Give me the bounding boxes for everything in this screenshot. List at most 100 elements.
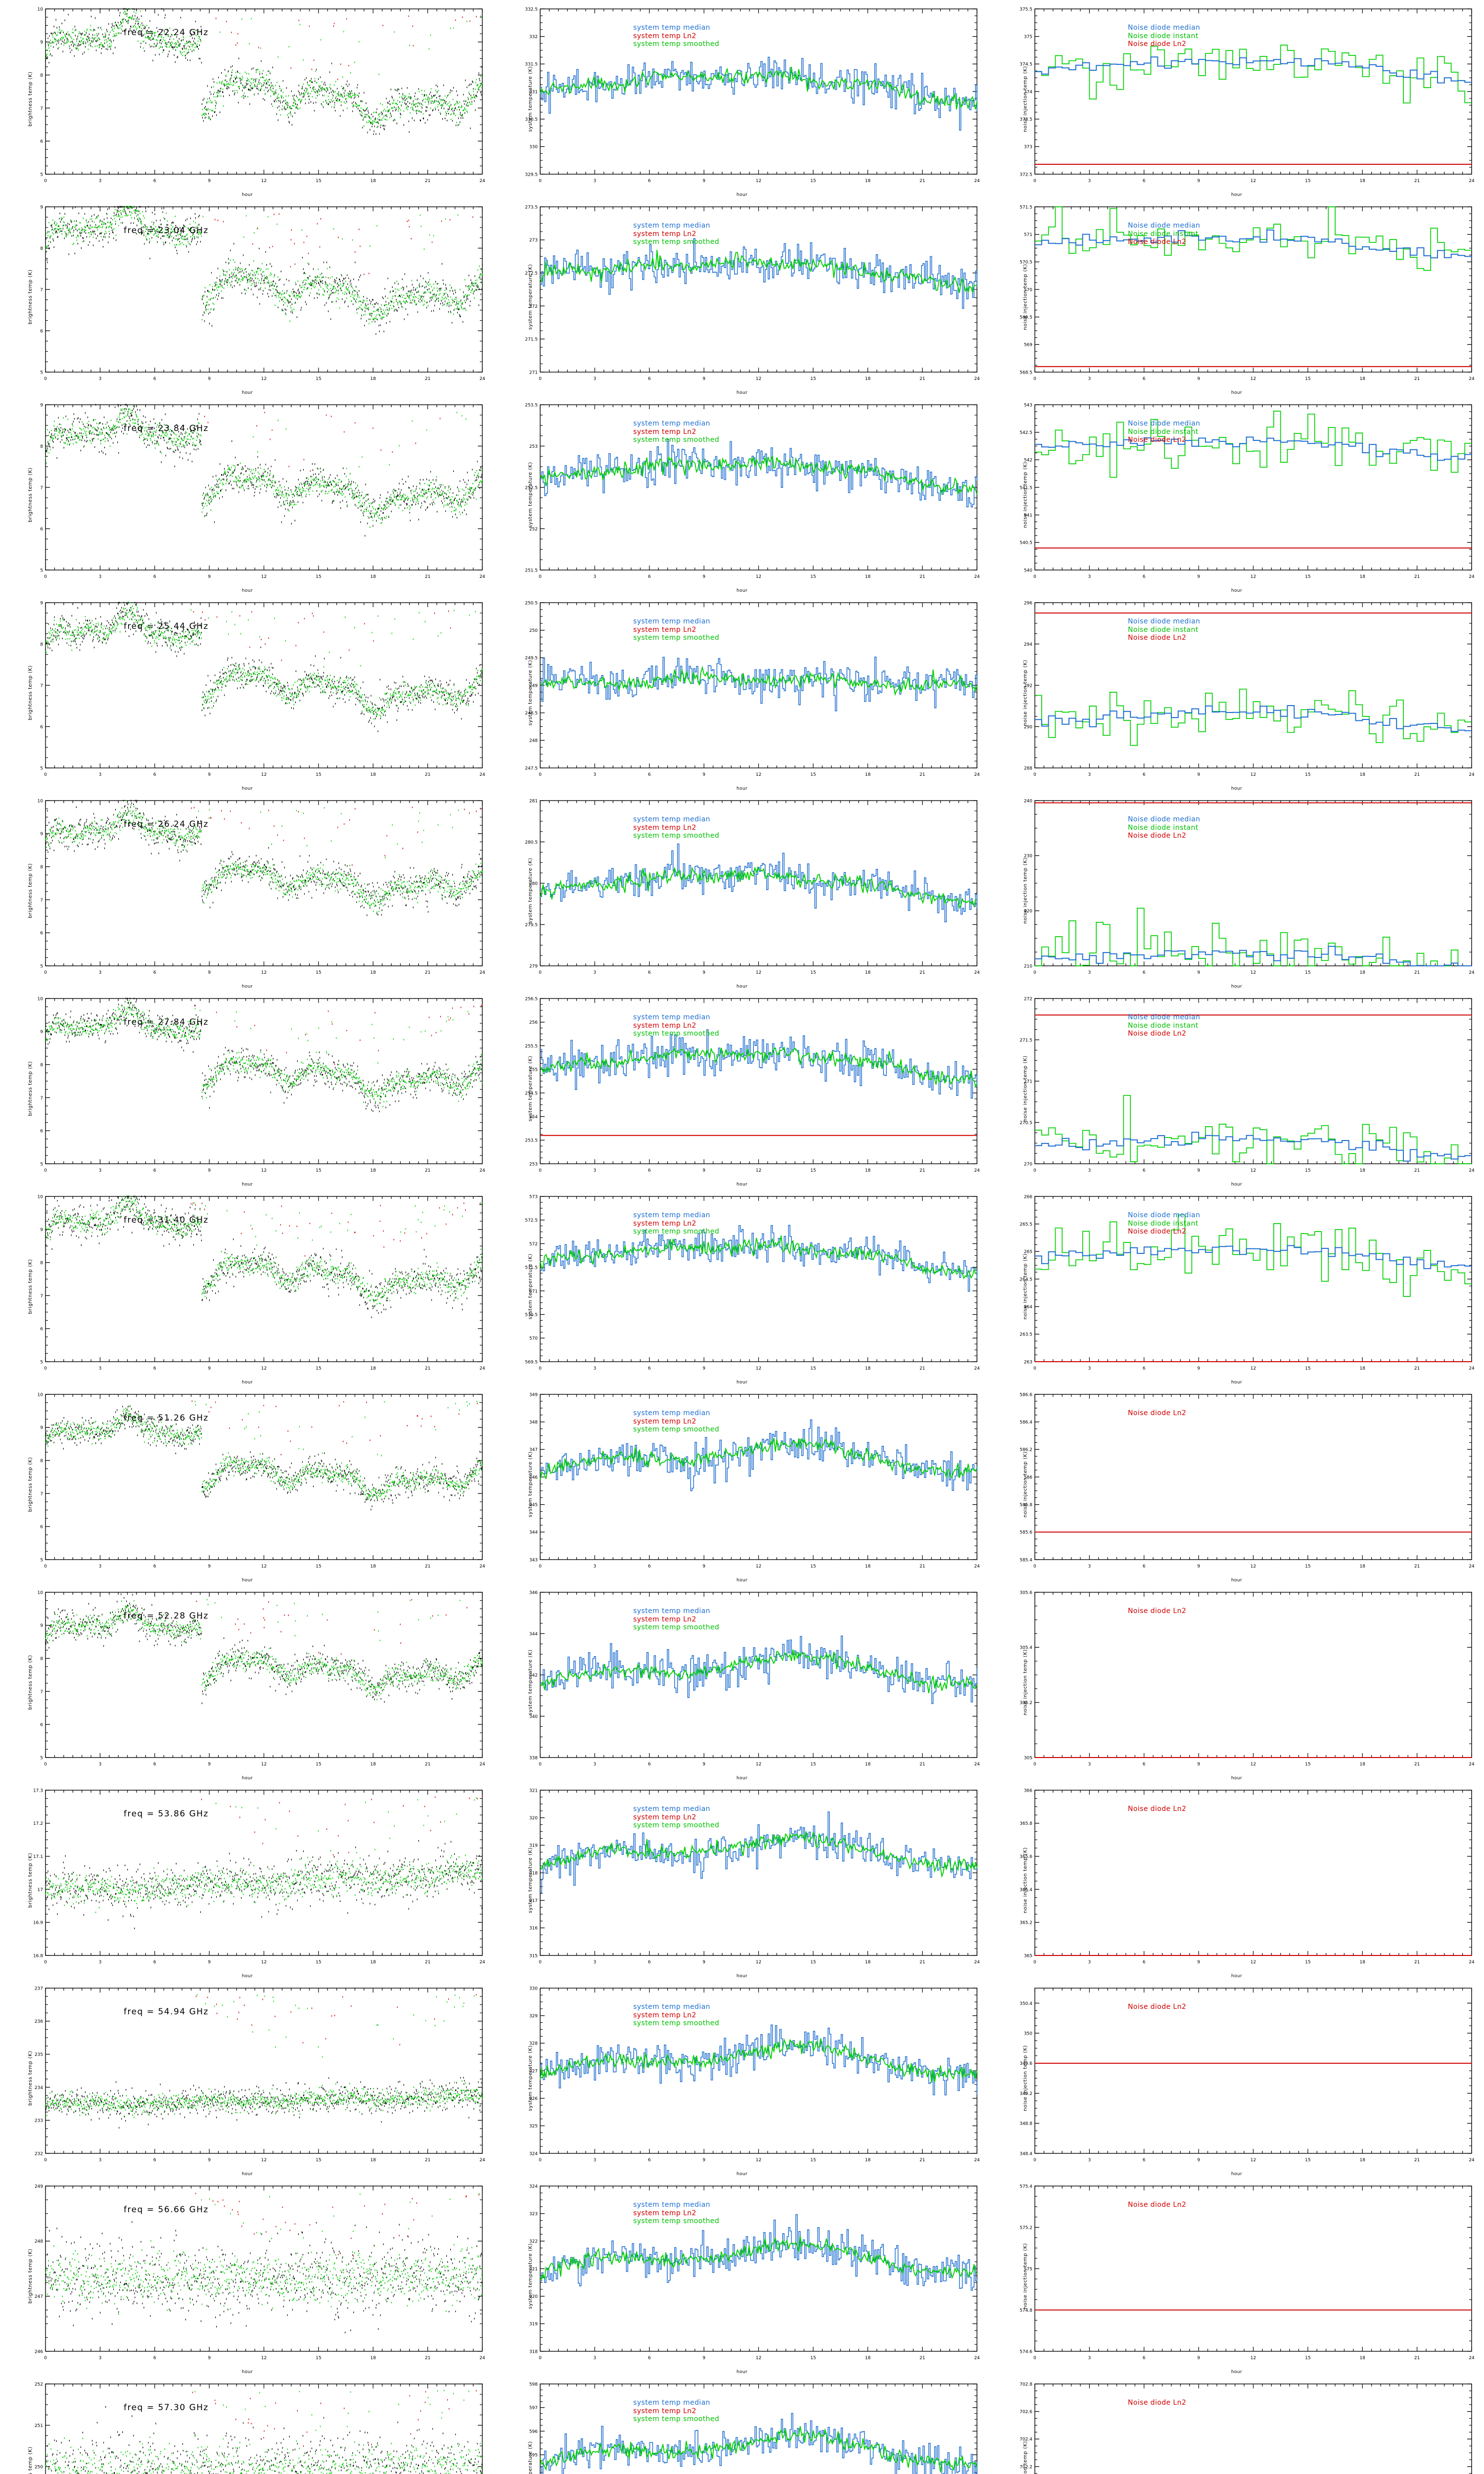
legend-noise-diode: Noise diode Ln2 (1128, 2399, 1186, 2407)
svg-text:12: 12 (261, 377, 267, 381)
svg-text:9: 9 (40, 403, 43, 408)
svg-text:21: 21 (1414, 179, 1420, 184)
svg-text:15: 15 (316, 1564, 321, 1569)
legend-entry: system temp median (633, 1805, 710, 1813)
legend-noise-diode: Noise diode median Noise diode instant Noi… (1128, 222, 1200, 246)
svg-text:570.5: 570.5 (525, 1313, 538, 1318)
freq-annotation: freq = 56.66 GHz (124, 2205, 209, 2215)
panel-brightness-temp: 0 3 6 9 12 15 18 21 24 232 233 234 235 236 237 brightne… (0, 1979, 495, 2177)
svg-text:21: 21 (1414, 377, 1420, 381)
svg-text:9: 9 (702, 970, 705, 975)
system-temp-plot: 0 3 6 9 12 15 18 21 24 338 340 342 344 346 (495, 1583, 989, 1781)
system-temp-plot: 0 3 6 9 12 15 18 21 24 324 325 326 327 328 329 330 (495, 1979, 989, 2177)
system-temp-plot: 0 3 6 9 12 15 18 21 24 318 319 320 321 322 323 324 (495, 2177, 989, 2375)
svg-text:12: 12 (756, 1168, 761, 1173)
plot-row: 0 3 6 9 12 15 18 21 24 246 247 248 249 brightness tem… (0, 2177, 1484, 2375)
svg-text:9: 9 (208, 772, 211, 777)
svg-text:17: 17 (38, 1888, 43, 1893)
svg-text:571: 571 (1024, 233, 1032, 238)
svg-text:17.1: 17.1 (33, 1855, 43, 1859)
svg-text:3: 3 (99, 1762, 102, 1767)
svg-text:6: 6 (1143, 377, 1146, 381)
svg-text:0: 0 (1033, 772, 1036, 777)
svg-text:542.5: 542.5 (1020, 430, 1032, 435)
svg-text:16.9: 16.9 (33, 1921, 43, 1926)
panel-noise-injection-temp: 0 3 6 9 12 15 18 21 24 585.4 585.6 585.8 586 586.2 586… (989, 1385, 1484, 1583)
y-axis-label: brightness temp (K) (28, 2446, 34, 2474)
svg-text:7: 7 (40, 1294, 43, 1299)
svg-text:0: 0 (1033, 1168, 1036, 1173)
panel-noise-injection-temp: 0 3 6 9 12 15 18 21 24 540 540.5 541 541.5 542 542.5 54… (989, 396, 1484, 594)
svg-text:0: 0 (1033, 377, 1036, 381)
freq-annotation: freq = 53.86 GHz (124, 1809, 209, 1819)
legend-system-temp: system temp median system temp Ln2 system … (633, 1409, 719, 1434)
legend-system-temp: system temp median system temp Ln2 system … (633, 618, 719, 642)
legend-entry: system temp median (633, 222, 710, 230)
svg-text:3: 3 (99, 1564, 102, 1569)
legend-entry: Noise diode median (1128, 24, 1201, 32)
y-axis-label: noise injection temp (K) (1022, 1253, 1028, 1320)
svg-text:12: 12 (756, 1564, 761, 1569)
legend-entry: system temp median (633, 2003, 710, 2011)
svg-text:3: 3 (594, 970, 597, 975)
svg-text:15: 15 (810, 574, 816, 579)
svg-text:273.5: 273.5 (525, 205, 538, 210)
y-axis-label: noise injection temp (K) (1022, 1847, 1028, 1913)
svg-text:346: 346 (529, 1590, 538, 1595)
svg-text:569.5: 569.5 (1020, 315, 1032, 320)
x-axis-label: hour (1231, 786, 1243, 791)
panel-noise-injection-temp: 0 3 6 9 12 15 18 21 24 263 263.5 264 264.5 265 265.5 26… (989, 1188, 1484, 1385)
freq-annotation: freq = 25.44 GHz (124, 621, 209, 632)
y-axis-label: brightness temp (K) (28, 1655, 34, 1710)
panel-brightness-temp: 0 3 6 9 12 15 18 21 24 246 247 248 249 brightness tem… (0, 2177, 495, 2375)
svg-text:270.5: 270.5 (1020, 1121, 1032, 1126)
svg-text:6: 6 (1143, 179, 1146, 184)
legend-entry: system temp Ln2 (633, 1021, 696, 1030)
svg-text:0: 0 (44, 1960, 47, 1965)
system-temp-plot: 0 3 6 9 12 15 18 21 24 315 316 317 318 319 320 321 (495, 1781, 989, 1979)
legend-noise-diode: Noise diode median Noise diode instant Noi… (1128, 618, 1200, 642)
x-axis-label: hour (1231, 588, 1243, 593)
x-axis-label: hour (1231, 2172, 1243, 2177)
legend-entry: system temp smoothed (633, 1030, 720, 1038)
svg-text:374: 374 (1024, 90, 1032, 95)
freq-annotation: freq = 54.94 GHz (124, 2007, 209, 2017)
svg-text:6: 6 (153, 1960, 156, 1965)
svg-text:9: 9 (208, 1762, 211, 1767)
legend-entry: Noise diode Ln2 (1128, 2003, 1187, 2011)
svg-text:10: 10 (38, 799, 44, 804)
legend-system-temp: system temp median system temp Ln2 system … (633, 2003, 719, 2028)
legend-entry: Noise diode Ln2 (1128, 436, 1187, 444)
svg-text:6: 6 (648, 1168, 651, 1173)
svg-text:292: 292 (1024, 683, 1032, 688)
panel-noise-injection-temp: 0 3 6 9 12 15 18 21 24 365 365.2 365.4 365.6 365.8 366… (989, 1781, 1484, 1979)
svg-text:9: 9 (208, 1168, 211, 1173)
svg-text:15: 15 (810, 1564, 816, 1569)
noise-injection-temp-plot: 0 3 6 9 12 15 18 21 24 568.5 569 569.5 570 570.5 571 57… (989, 198, 1484, 396)
svg-text:24: 24 (974, 1564, 980, 1569)
legend-entry: Noise diode instant (1128, 230, 1199, 238)
svg-text:586.6: 586.6 (1020, 1392, 1032, 1397)
svg-text:9: 9 (702, 1564, 705, 1569)
svg-text:21: 21 (1414, 1168, 1420, 1173)
svg-text:12: 12 (1251, 574, 1256, 579)
panel-noise-injection-temp: 0 3 6 9 12 15 18 21 24 210 220 230 240 noise injectio… (989, 792, 1484, 990)
legend-entry: system temp median (633, 1607, 710, 1616)
svg-text:12: 12 (261, 1366, 267, 1371)
svg-text:3: 3 (1088, 970, 1091, 975)
legend-entry: system temp median (633, 1211, 710, 1220)
x-axis-label: hour (736, 984, 748, 989)
svg-text:15: 15 (810, 377, 816, 381)
legend-system-temp: system temp median system temp Ln2 system … (633, 815, 719, 840)
svg-text:344: 344 (529, 1530, 538, 1535)
svg-text:3: 3 (594, 772, 597, 777)
svg-text:21: 21 (1414, 574, 1420, 579)
svg-text:9: 9 (1197, 179, 1200, 184)
svg-text:250.5: 250.5 (525, 601, 538, 606)
legend-entry: Noise diode Ln2 (1128, 238, 1187, 246)
svg-text:252: 252 (529, 527, 538, 532)
panel-brightness-temp: 0 3 6 9 12 15 18 21 24 5 6 7 8 9 10 brightness temp (K)… (0, 990, 495, 1188)
svg-text:8: 8 (40, 1459, 43, 1464)
svg-text:15: 15 (1305, 1960, 1310, 1965)
svg-text:0: 0 (539, 1762, 542, 1767)
